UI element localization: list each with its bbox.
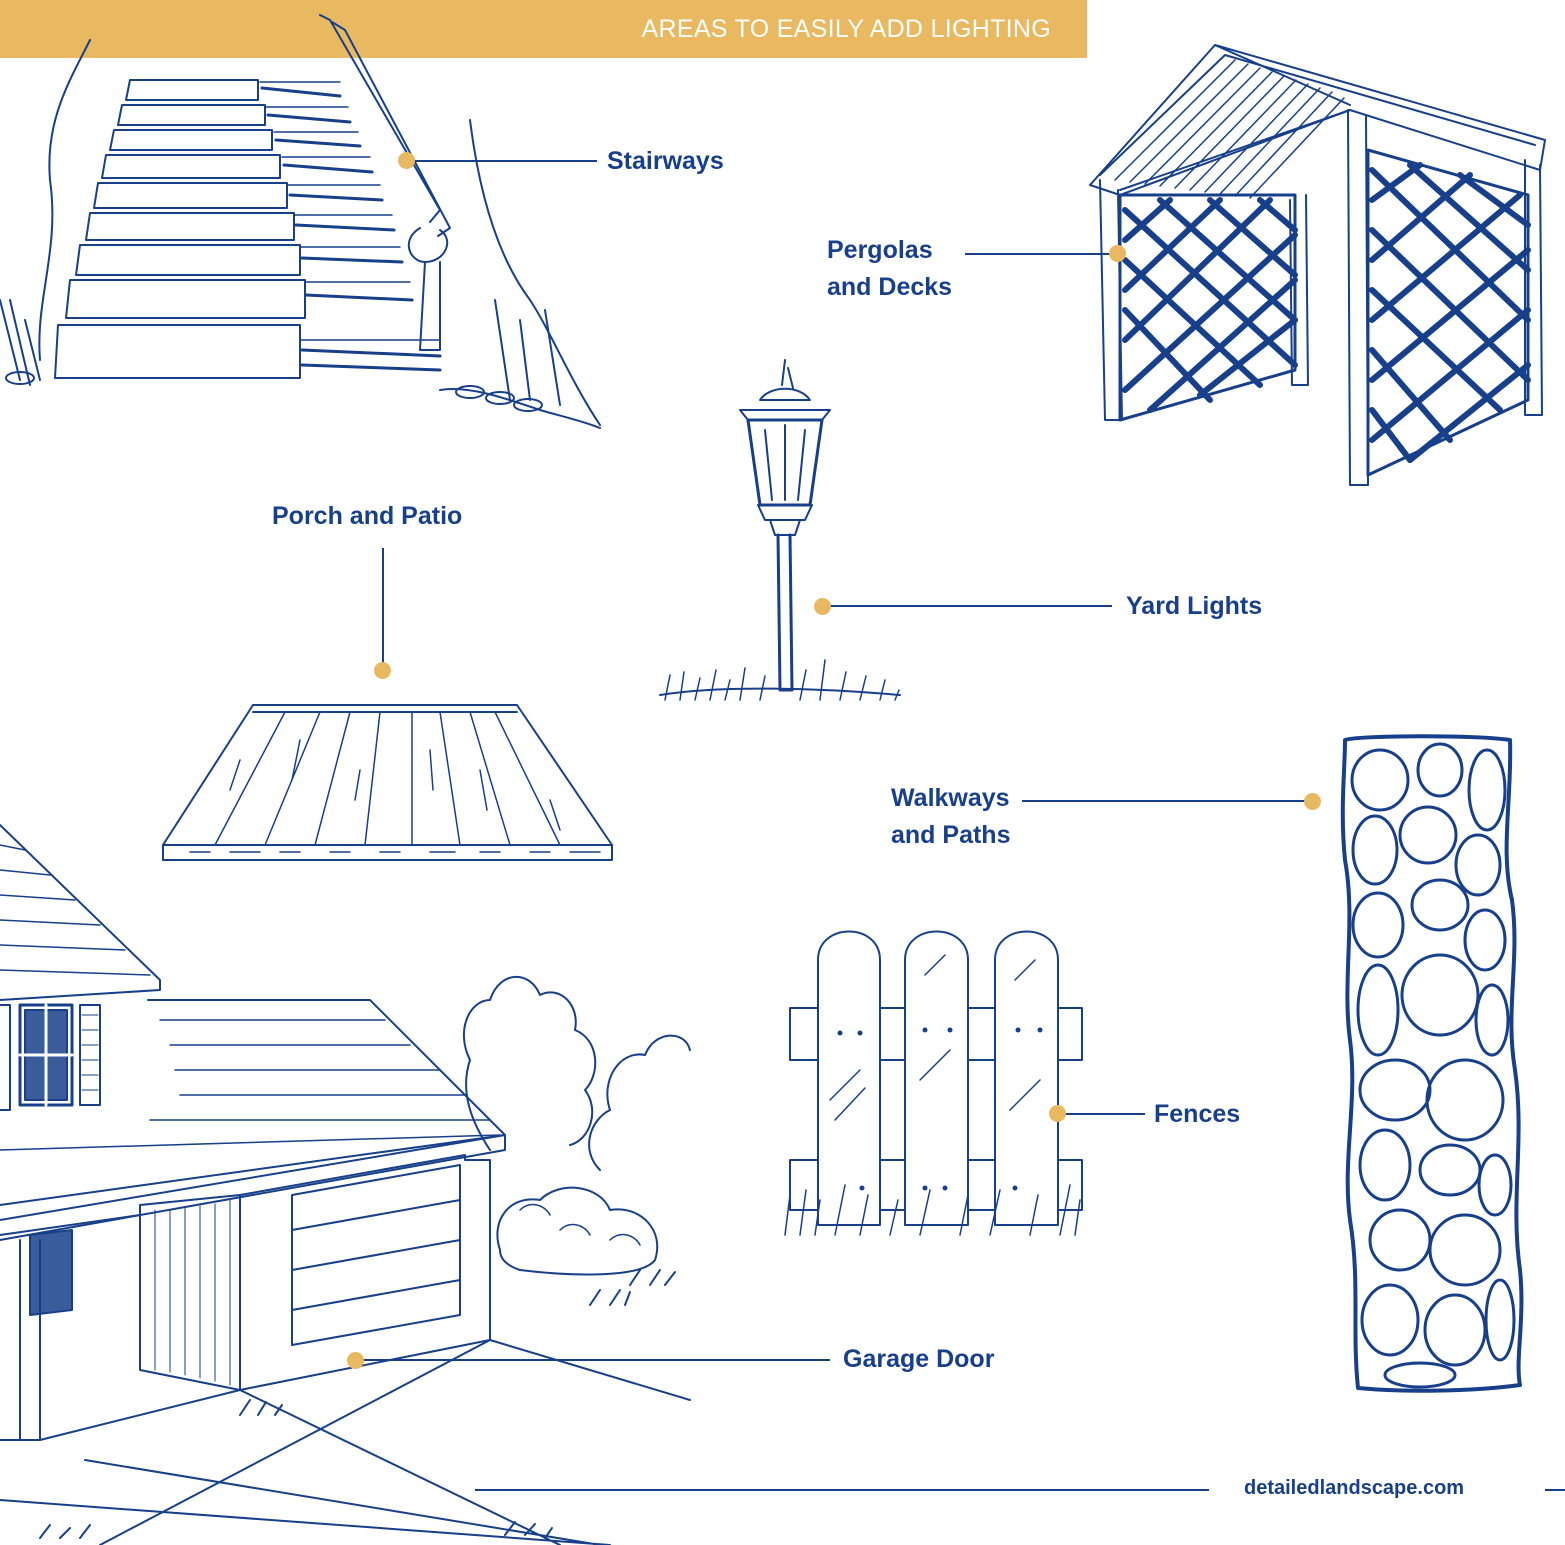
- porch-dot: [374, 662, 391, 679]
- pergolas-label-line1: Pergolas: [827, 236, 933, 264]
- fences-label: Fences: [1154, 1100, 1241, 1128]
- stairways-label: Stairways: [607, 147, 724, 175]
- walkways-dot: [1304, 793, 1321, 810]
- stairway-illustration: [0, 15, 600, 428]
- house-garage-illustration: [0, 825, 690, 1545]
- stairways-dot: [398, 152, 415, 169]
- fences-dot: [1049, 1105, 1066, 1122]
- porch-connector: [382, 548, 384, 670]
- walkways-connector: [1022, 800, 1312, 802]
- stairways-connector: [405, 160, 597, 162]
- picket-fence-illustration: [785, 932, 1082, 1236]
- banner-title: AREAS TO EASILY ADD LIGHTING: [641, 15, 1051, 43]
- pergolas-label-line2: and Decks: [827, 273, 953, 301]
- footer-connector-right: [1545, 1489, 1565, 1491]
- yard-lights-label: Yard Lights: [1126, 592, 1263, 620]
- stone-path-illustration: [1343, 736, 1522, 1390]
- yard-lights-dot: [814, 598, 831, 615]
- pergolas-connector: [965, 253, 1117, 255]
- header-banner: AREAS TO EASILY ADD LIGHTING: [0, 0, 1087, 58]
- garage-connector: [355, 1359, 830, 1361]
- pergola-illustration: [1090, 45, 1545, 485]
- porch-label: Porch and Patio: [272, 502, 463, 530]
- fences-connector: [1057, 1113, 1145, 1115]
- garage-dot: [347, 1352, 364, 1369]
- deck-illustration: [163, 705, 612, 860]
- yard-lights-connector: [822, 605, 1112, 607]
- walkways-label-line1: Walkways: [891, 784, 1010, 812]
- garage-label: Garage Door: [843, 1345, 995, 1373]
- walkways-label-line2: and Paths: [891, 821, 1011, 849]
- lamp-post-illustration: [660, 360, 900, 700]
- pergolas-dot: [1109, 245, 1126, 262]
- footer-connector-left: [475, 1489, 1209, 1491]
- footer-website: detailedlandscape.com: [1244, 1477, 1465, 1499]
